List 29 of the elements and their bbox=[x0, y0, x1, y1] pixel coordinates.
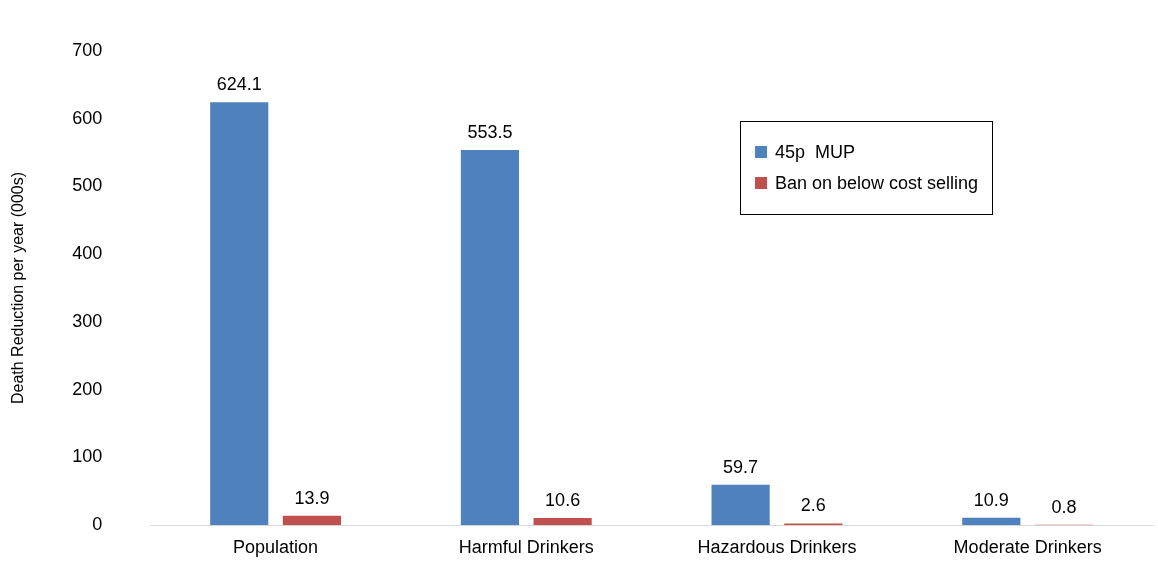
data-label: 624.1 bbox=[216, 74, 262, 95]
y-tick-label: 0 bbox=[92, 514, 103, 535]
data-label: 10.9 bbox=[973, 489, 1009, 510]
data-label: 553.5 bbox=[467, 122, 513, 143]
bar bbox=[282, 515, 342, 526]
y-tick-label: 200 bbox=[72, 378, 103, 399]
data-label: 0.8 bbox=[1051, 496, 1077, 517]
y-tick-label: 100 bbox=[72, 446, 103, 467]
y-tick-label: 600 bbox=[72, 107, 103, 128]
x-tick-label: Harmful Drinkers bbox=[458, 536, 594, 557]
y-tick-label: 400 bbox=[72, 243, 103, 264]
x-tick-label: Moderate Drinkers bbox=[953, 536, 1102, 557]
bar bbox=[711, 484, 770, 526]
y-tick-label: 300 bbox=[72, 310, 103, 331]
y-tick-label: 500 bbox=[72, 175, 103, 196]
bar bbox=[533, 518, 592, 526]
data-label: 2.6 bbox=[800, 495, 826, 516]
bar bbox=[962, 517, 1021, 526]
y-tick-label: 700 bbox=[72, 39, 103, 60]
legend-label: Ban on below cost selling bbox=[773, 172, 978, 194]
bar bbox=[210, 102, 269, 526]
x-tick-label: Hazardous Drinkers bbox=[697, 536, 857, 557]
data-label: 13.9 bbox=[294, 487, 330, 508]
y-axis-title: Death Reduction per year (000s) bbox=[9, 171, 27, 405]
bar bbox=[460, 150, 519, 526]
legend-label: 45p MUP bbox=[773, 141, 856, 163]
data-label: 59.7 bbox=[723, 456, 759, 477]
data-label: 10.6 bbox=[545, 489, 581, 510]
x-tick-label: Population bbox=[233, 536, 319, 557]
